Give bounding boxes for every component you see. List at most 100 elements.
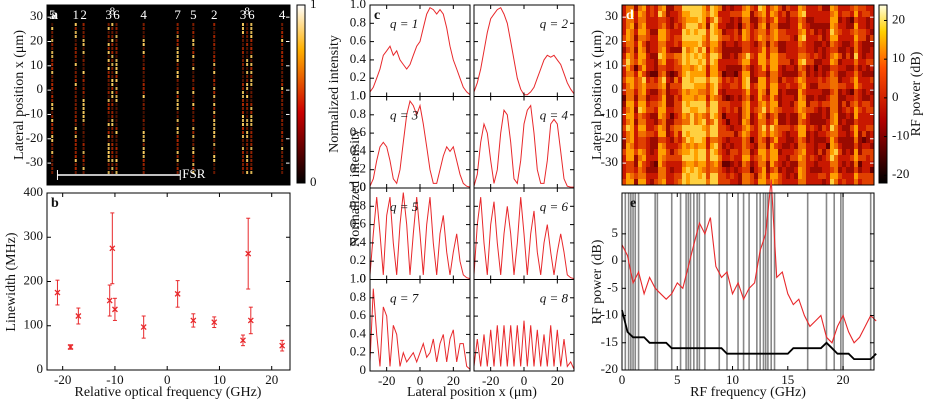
heatmap-cell xyxy=(722,179,726,185)
heatmap-cell xyxy=(638,5,642,11)
mode-stripe xyxy=(74,27,77,30)
heatmap-cell xyxy=(858,53,862,59)
mode-stripe xyxy=(142,99,145,102)
heatmap-cell xyxy=(650,29,654,35)
mode-stripe xyxy=(82,43,85,46)
heatmap-cell xyxy=(642,173,646,179)
heatmap-cell xyxy=(806,101,810,107)
heatmap-cell xyxy=(734,47,738,53)
mode-stripe xyxy=(213,55,216,58)
x-axis-label: RF frequency (GHz) xyxy=(690,385,806,400)
mode-stripe xyxy=(82,47,85,50)
heatmap-cell xyxy=(810,125,814,131)
heatmap-cell xyxy=(650,161,654,167)
heatmap-cell xyxy=(706,17,710,23)
heatmap-cell xyxy=(742,125,746,131)
heatmap-cell xyxy=(782,41,786,47)
heatmap-cell xyxy=(638,95,642,101)
heatmap-cell xyxy=(658,131,662,137)
y-tick-label: 0.6 xyxy=(350,33,367,48)
heatmap-cell xyxy=(786,71,790,77)
mode-stripe xyxy=(142,51,145,54)
heatmap-cell xyxy=(726,95,730,101)
heatmap-cell xyxy=(854,77,858,83)
heatmap-cell xyxy=(830,155,834,161)
heatmap-cell xyxy=(702,107,706,113)
mode-stripe xyxy=(241,47,244,50)
mode-stripe xyxy=(250,143,253,146)
heatmap-cell xyxy=(658,5,662,11)
mode-stripe xyxy=(107,171,110,174)
mode-stripe xyxy=(107,135,110,138)
heatmap-cell xyxy=(658,65,662,71)
mode-stripe xyxy=(82,167,85,170)
heatmap-cell xyxy=(778,113,782,119)
heatmap-cell xyxy=(822,161,826,167)
heatmap-cell xyxy=(634,149,638,155)
heatmap-cell xyxy=(862,101,866,107)
mode-label: 5 xyxy=(190,7,197,22)
heatmap-cell xyxy=(738,113,742,119)
heatmap-cell xyxy=(630,143,634,149)
heatmap-cell xyxy=(678,17,682,23)
heatmap-cell xyxy=(626,77,630,83)
heatmap-cell xyxy=(722,71,726,77)
mode-stripe xyxy=(176,35,179,38)
heatmap-cell xyxy=(718,161,722,167)
mode-stripe xyxy=(115,163,118,166)
mode-stripe xyxy=(51,119,54,122)
heatmap-cell xyxy=(870,119,874,125)
mode-stripe xyxy=(107,115,110,118)
heatmap-cell xyxy=(702,5,706,11)
mode-stripe xyxy=(111,127,114,130)
heatmap-cell xyxy=(806,167,810,173)
heatmap-cell xyxy=(806,71,810,77)
heatmap-cell xyxy=(726,53,730,59)
heatmap-cell xyxy=(722,113,726,119)
heatmap-cell xyxy=(866,41,870,47)
heatmap-cell xyxy=(634,53,638,59)
heatmap-cell xyxy=(850,101,854,107)
heatmap-cell xyxy=(678,29,682,35)
heatmap-cell xyxy=(634,173,638,179)
mode-stripe xyxy=(115,111,118,114)
heatmap-cell xyxy=(698,5,702,11)
heatmap-cell xyxy=(794,53,798,59)
heatmap-cell xyxy=(842,11,846,17)
heatmap-cell xyxy=(646,35,650,41)
heatmap-cell xyxy=(770,77,774,83)
heatmap-cell xyxy=(834,89,838,95)
heatmap-cell xyxy=(662,23,666,29)
heatmap-cell xyxy=(666,41,670,47)
heatmap-cell xyxy=(722,11,726,17)
heatmap-cell xyxy=(702,53,706,59)
heatmap-cell xyxy=(758,107,762,113)
heatmap-cell xyxy=(730,53,734,59)
mode-stripe xyxy=(74,63,77,66)
heatmap-cell xyxy=(766,71,770,77)
mode-stripe xyxy=(213,47,216,50)
mode-stripe xyxy=(241,163,244,166)
mode-stripe xyxy=(250,55,253,58)
heatmap-cell xyxy=(774,59,778,65)
point xyxy=(240,337,246,344)
mode-stripe xyxy=(241,131,244,134)
heatmap-cell xyxy=(722,119,726,125)
mode-stripe xyxy=(111,31,114,34)
heatmap-cell xyxy=(826,137,830,143)
heatmap-cell xyxy=(722,107,726,113)
heatmap-cell xyxy=(854,23,858,29)
heatmap-cell xyxy=(722,95,726,101)
heatmap-cell xyxy=(866,179,870,185)
heatmap-cell xyxy=(694,65,698,71)
y-tick-label: 0.8 xyxy=(350,106,366,121)
y-tick-label: -10 xyxy=(601,307,618,322)
heatmap-cell xyxy=(858,95,862,101)
heatmap-cell xyxy=(814,179,818,185)
panel-title: q = 4 xyxy=(540,107,569,122)
heatmap-cell xyxy=(798,5,802,11)
heatmap-cell xyxy=(626,89,630,95)
mode-stripe xyxy=(142,31,145,34)
heatmap-cell xyxy=(734,125,738,131)
heatmap-cell xyxy=(834,77,838,83)
